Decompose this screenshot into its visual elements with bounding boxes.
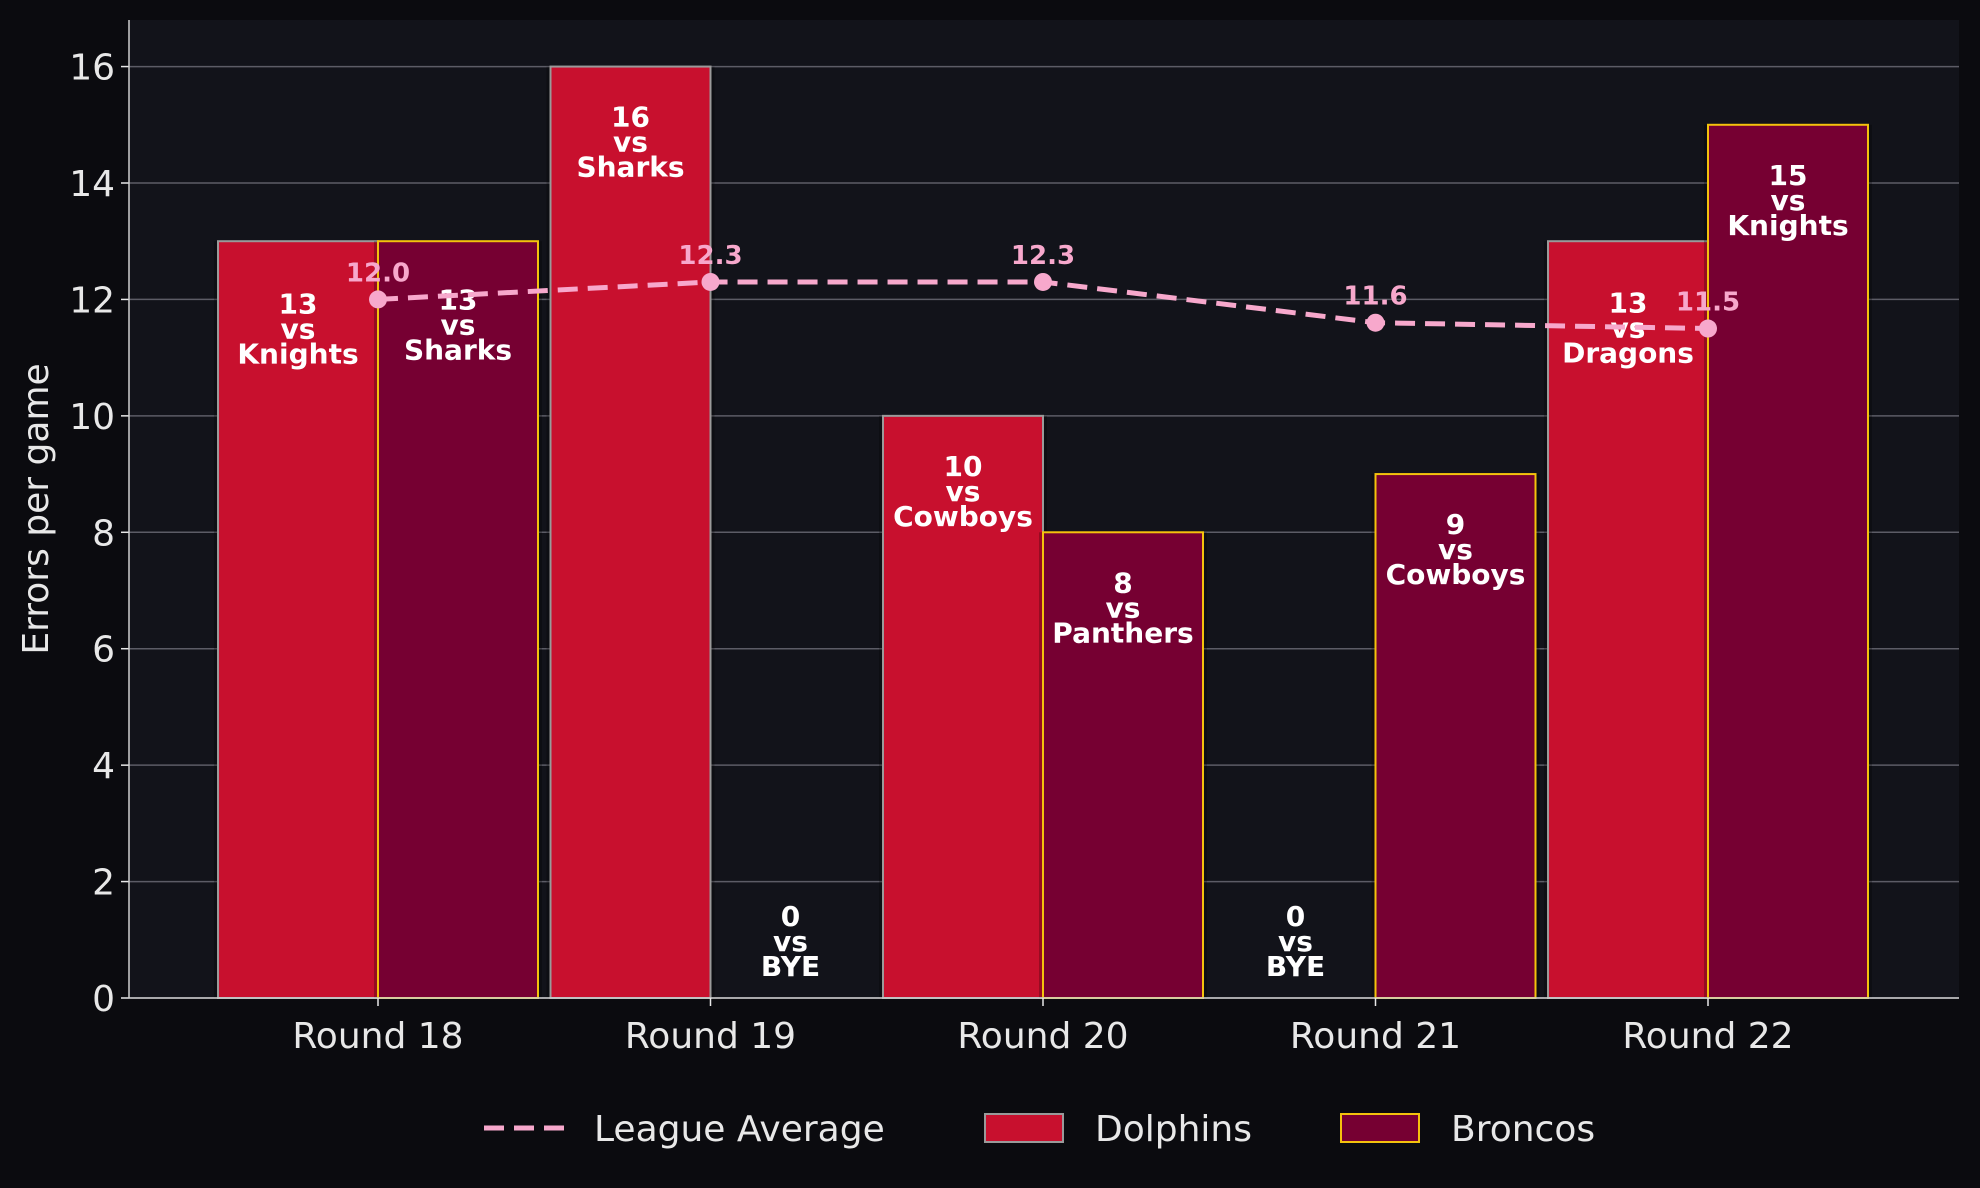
bar-value-label-line: Knights	[1727, 209, 1848, 242]
y-tick-label: 2	[92, 863, 115, 904]
bar-value-label-line: BYE	[1266, 950, 1325, 983]
bars	[214, 65, 1872, 1000]
bar-value-label-line: 15	[1769, 159, 1808, 192]
bar-value-label-line: Cowboys	[1386, 558, 1526, 591]
league-average-label: 11.6	[1343, 282, 1407, 312]
bar-value-label-line: vs	[613, 126, 648, 159]
legend-swatch-broncos	[1340, 1113, 1420, 1143]
x-tick-label: Round 20	[957, 1016, 1128, 1057]
league-average-point	[1699, 319, 1717, 338]
bar-value-label-line: 13	[439, 283, 478, 316]
y-axis-label: Errors per game	[16, 363, 57, 654]
bar-value-label: 13 vs Sharks	[404, 283, 512, 366]
bar-value-label-line: vs	[441, 308, 476, 341]
bar-dolphins-round-22	[1547, 240, 1709, 999]
y-tick-label: 8	[92, 513, 115, 554]
y-tick-label: 16	[69, 48, 115, 89]
bar-value-label: 16 vs Sharks	[576, 101, 684, 184]
league-average-point	[1034, 272, 1052, 291]
bar-value-label-line: vs	[773, 925, 808, 958]
bar-value-label: 0 vs BYE	[761, 900, 820, 983]
bar-value-label-line: Panthers	[1052, 616, 1193, 649]
bar-value-label-line: 8	[1113, 566, 1132, 599]
league-average-label: 12.0	[346, 258, 410, 288]
legend-label-broncos: Broncos	[1451, 1109, 1595, 1150]
bar-value-label-line: Cowboys	[893, 500, 1033, 533]
bar-value-label-line: BYE	[761, 950, 820, 983]
bar-dolphins-round-19	[549, 65, 712, 1000]
y-tick-label: 6	[92, 630, 115, 671]
legend-swatch-dolphins	[984, 1113, 1064, 1143]
league-average-label: 12.3	[1011, 241, 1075, 271]
league-average-point	[1366, 313, 1385, 332]
bar-value-label-line: vs	[1438, 533, 1473, 566]
y-tick-label: 10	[69, 397, 115, 438]
bar-broncos-round-20	[1042, 531, 1204, 999]
bar-value-label-line: vs	[1106, 591, 1141, 624]
x-tick-label: Round 18	[292, 1016, 463, 1057]
bar-value-label-line: vs	[1278, 925, 1313, 958]
bar-value-label-line: vs	[281, 312, 316, 345]
league-average-line: 12.0 12.3 12.3 11.6 11.5	[346, 241, 1740, 338]
bar-value-label-line: 0	[781, 900, 800, 933]
bar-value-label-line: vs	[946, 475, 981, 508]
bar-broncos-round-22	[1707, 123, 1869, 1000]
bar-value-label-line: 13	[1609, 286, 1648, 319]
axes: 0 2 4 6 8 10 12 14 16 Errors per game Round 18 Roun…	[16, 20, 1959, 1057]
bar-broncos-round-18	[377, 240, 539, 999]
bar-dolphins-round-18	[217, 240, 379, 999]
x-tick-label: Round 21	[1290, 1016, 1461, 1057]
bar-broncos-round-21	[1374, 473, 1537, 1000]
bar-value-label-line: 13	[279, 287, 318, 320]
league-average-point	[701, 272, 720, 291]
bar-value-label: 9 vs Cowboys	[1386, 508, 1526, 591]
bar-value-label-line: Sharks	[404, 333, 512, 366]
legend-label-dolphins: Dolphins	[1095, 1109, 1252, 1150]
bar-value-label: 13 vs Knights	[237, 287, 358, 370]
bar-value-label-line: vs	[1771, 184, 1806, 217]
bar-dolphins-round-20	[882, 414, 1044, 1000]
league-average-label: 11.5	[1676, 288, 1740, 318]
league-average-point	[369, 290, 387, 309]
league-average-label: 12.3	[678, 241, 742, 271]
bar-value-label: 8 vs Panthers	[1052, 566, 1193, 649]
y-tick-label: 14	[69, 164, 115, 205]
x-tick-label: Round 19	[625, 1016, 796, 1057]
bar-value-label: 0 vs BYE	[1266, 900, 1325, 983]
bar-value-label-line: 9	[1446, 508, 1465, 541]
bar-value-label-line: Sharks	[576, 151, 684, 184]
bar-value-label-line: Knights	[237, 337, 358, 370]
bar-value-label-line: 16	[611, 101, 650, 134]
bar-value-label-line: Dragons	[1562, 336, 1694, 369]
x-tick-label: Round 22	[1622, 1016, 1793, 1057]
legend-label-league-average: League Average	[594, 1109, 885, 1150]
y-tick-label: 0	[92, 979, 115, 1020]
y-tick-label: 4	[92, 746, 115, 787]
y-tick-label: 12	[69, 280, 115, 321]
bar-value-label-line: 0	[1286, 900, 1305, 933]
bar-value-label-line: 10	[944, 450, 983, 483]
bar-value-label: 10 vs Cowboys	[893, 450, 1033, 533]
bar-value-label: 15 vs Knights	[1727, 159, 1848, 242]
legend: League Average Dolphins Broncos	[484, 1109, 1595, 1150]
